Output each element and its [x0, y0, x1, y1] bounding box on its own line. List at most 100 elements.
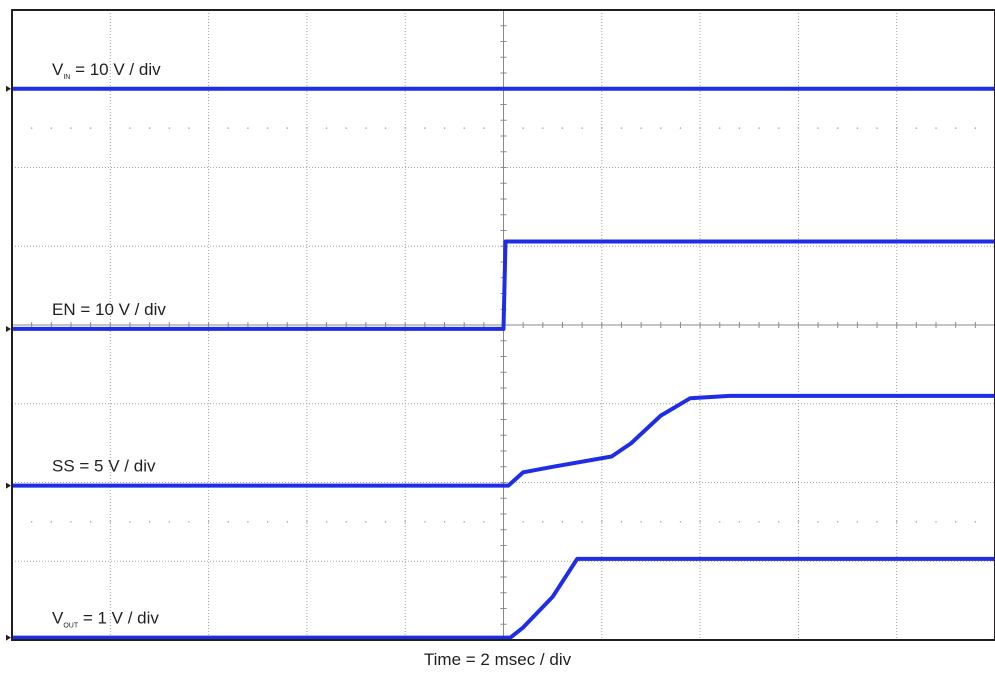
channel-marker-v-out: [6, 634, 11, 641]
graticule-dot: [483, 127, 485, 129]
graticule-dot: [876, 127, 878, 129]
graticule-dot: [463, 521, 465, 523]
graticule-dot: [30, 127, 33, 129]
graticule-dot: [778, 521, 780, 523]
graticule-dot: [817, 127, 819, 129]
graticule-dot: [601, 127, 603, 129]
graticule-dot: [817, 521, 819, 523]
graticule-dot: [365, 521, 367, 523]
graticule-dot: [699, 127, 701, 129]
graticule-dot: [581, 521, 583, 523]
graticule-dot: [247, 521, 249, 523]
graticule-dot: [896, 521, 898, 523]
graticule-dot: [640, 521, 642, 523]
graticule-dot: [483, 521, 485, 523]
graticule-dot: [719, 127, 721, 129]
graticule-dot: [404, 521, 406, 523]
graticule-dot: [797, 521, 800, 523]
graticule-dot: [620, 127, 623, 129]
label-en: EN = 10 V / div: [52, 300, 166, 319]
trace-en: [12, 239, 995, 331]
graticule-dot: [109, 127, 112, 129]
graticule-dot: [424, 521, 426, 523]
graticule-dot: [954, 521, 957, 523]
graticule-dot: [738, 127, 741, 129]
graticule-dot: [660, 521, 662, 523]
graticule-dot: [148, 127, 151, 129]
graticule-dot: [50, 127, 53, 129]
graticule-dot: [915, 521, 918, 523]
graticule-dot: [89, 521, 92, 523]
graticule-dot: [424, 127, 426, 129]
graticule-dot: [129, 521, 131, 523]
graticule-dot: [30, 521, 33, 523]
graticule-dot: [974, 127, 977, 129]
graticule-dot: [758, 127, 760, 129]
graticule-dot: [856, 127, 859, 129]
graticule-dot: [522, 127, 524, 129]
graticule-dot: [542, 127, 544, 129]
graticule-dot: [286, 127, 288, 129]
graticule-dot: [896, 127, 898, 129]
graticule-dot: [188, 521, 190, 523]
channel-marker-v-in: [6, 85, 11, 92]
graticule-dot: [719, 521, 721, 523]
graticule-dot: [974, 521, 977, 523]
graticule-dot: [404, 127, 406, 129]
graticule-dot: [679, 521, 682, 523]
graticule-dot: [89, 127, 92, 129]
graticule-dot: [679, 127, 682, 129]
graticule-dot: [581, 127, 583, 129]
trace-ss: [12, 393, 995, 488]
graticule-dot: [247, 127, 249, 129]
graticule-dot: [345, 127, 347, 129]
graticule-dot: [188, 127, 190, 129]
graticule-dot: [207, 127, 210, 129]
graticule-dot: [168, 127, 170, 129]
graticule-dot: [227, 127, 229, 129]
channel-marker-en: [6, 325, 11, 332]
graticule-dot: [168, 521, 170, 523]
graticule-dot: [502, 521, 505, 523]
graticule-dot: [837, 521, 839, 523]
graticule-dot: [837, 127, 839, 129]
graticule-dot: [50, 521, 53, 523]
graticule-dot: [954, 127, 957, 129]
graticule-dot: [306, 521, 308, 523]
channel-marker-ss: [6, 482, 11, 489]
graticule-dot: [601, 521, 603, 523]
graticule-dot: [935, 521, 937, 523]
x-axis-label: Time = 2 msec / div: [423, 650, 572, 669]
graticule-dot: [306, 127, 308, 129]
graticule-dot: [286, 521, 288, 523]
trace-labels: VIN = 10 V / div EN = 10 V / div SS = 5 V …: [52, 60, 166, 630]
graticule-dot: [207, 521, 210, 523]
graticule-dot: [266, 521, 269, 523]
graticule-dot: [70, 521, 72, 523]
plot-frame: [11, 9, 995, 641]
graticule-dot: [227, 521, 229, 523]
graticule-dot: [522, 521, 524, 523]
graticule-dot: [876, 521, 878, 523]
graticule-dot: [758, 521, 760, 523]
graticule-dot: [109, 521, 112, 523]
graticule-dot: [365, 127, 367, 129]
graticule-dot: [797, 127, 800, 129]
graticule-dot: [699, 521, 701, 523]
traces: [12, 86, 995, 640]
channel-markers: [6, 85, 11, 641]
graticule-dot: [345, 521, 347, 523]
graticule-dot: [738, 521, 741, 523]
graticule-dot: [443, 127, 446, 129]
graticule-dot: [443, 521, 446, 523]
graticule-dot: [640, 127, 642, 129]
graticule-dot: [129, 127, 131, 129]
graticule-dot: [660, 127, 662, 129]
label-v-out: VOUT = 1 V / div: [52, 609, 159, 630]
label-v-in: VIN = 10 V / div: [52, 60, 161, 81]
graticule-dot: [463, 127, 465, 129]
graticule-dot: [561, 127, 564, 129]
graticule-dot: [70, 127, 72, 129]
graticule-dot: [148, 521, 151, 523]
